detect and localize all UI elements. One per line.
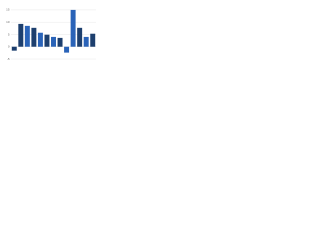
bar [51,36,56,47]
y-tick-label: 10 [6,20,10,24]
bar [37,32,43,47]
bar [90,33,96,47]
bar [44,34,50,47]
y-tick-label: -5 [7,57,10,61]
bar [31,27,37,47]
bar [11,46,17,51]
bar [57,37,63,47]
bar [24,25,30,47]
bar [18,23,24,47]
bar [70,9,76,47]
bar [83,36,89,47]
y-tick-label: 5 [8,32,10,36]
chart: -5 0 5 10 15 [6,8,96,61]
y-tick-label: 0 [8,45,10,49]
bar [64,46,70,53]
y-tick-label: 15 [6,8,10,12]
bar [77,27,83,47]
